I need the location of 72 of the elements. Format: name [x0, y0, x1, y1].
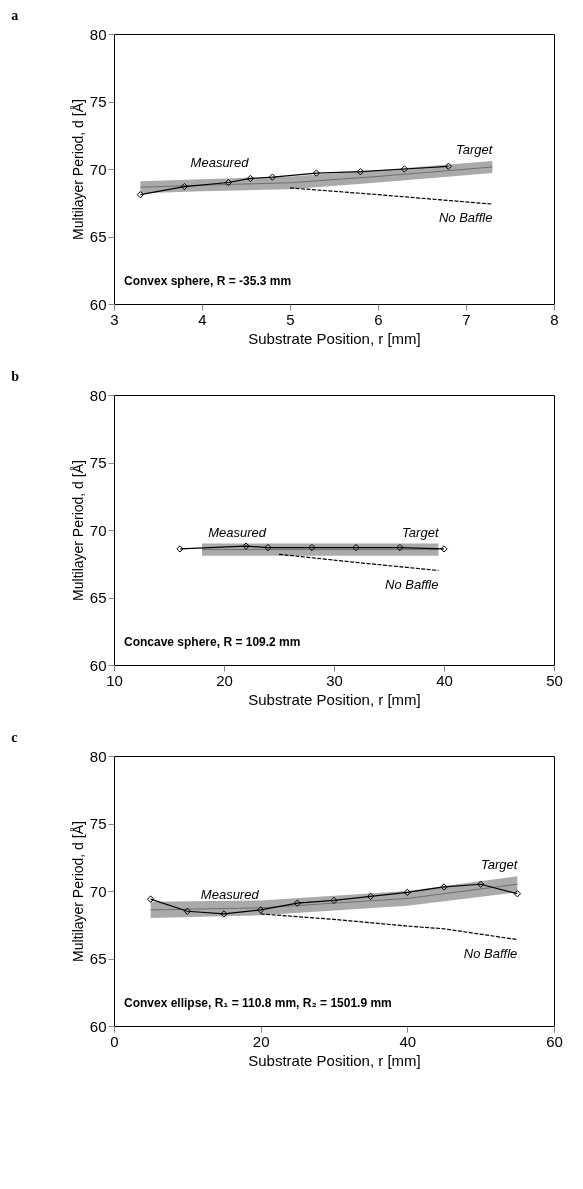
x-tick-label: 6	[374, 310, 383, 328]
x-axis-title: Substrate Position, r [mm]	[248, 329, 421, 347]
x-tick-label: 5	[286, 310, 295, 328]
series-label: Measured	[190, 155, 250, 171]
series-label: Target	[480, 857, 519, 873]
annotation: Convex ellipse, R₁ = 110.8 mm, R₂ = 1501.9 mm	[124, 996, 392, 1010]
point	[330, 896, 338, 905]
point	[367, 892, 375, 901]
y-tick-label: 75	[89, 454, 107, 471]
y-tick-label: 60	[89, 656, 107, 674]
x-tick-label: 40	[436, 671, 453, 689]
y-tick-label: 80	[89, 25, 107, 43]
x-tick-label: 20	[216, 671, 233, 689]
chart-title: c	[11, 730, 18, 745]
series-label: Target	[456, 141, 494, 157]
x-tick-label: 40	[399, 1032, 417, 1050]
y-tick-label: 70	[89, 882, 107, 900]
y-tick-label: 75	[89, 93, 107, 110]
point	[444, 162, 453, 170]
chart-title: a	[11, 8, 19, 23]
point	[220, 910, 228, 918]
y-axis-title: Multilayer Period, d [Å]	[69, 821, 86, 962]
y-tick-label: 60	[89, 1017, 107, 1035]
y-tick-label: 70	[89, 521, 107, 539]
series-label: No Baffle	[463, 945, 518, 961]
point	[312, 169, 321, 177]
y-tick-label: 75	[89, 815, 107, 832]
point	[513, 890, 521, 898]
point	[180, 182, 189, 191]
x-axis-title: Substrate Position, r [mm]	[248, 690, 421, 708]
x-tick-label: 4	[198, 310, 207, 328]
point	[224, 178, 233, 187]
y-tick-label: 70	[89, 160, 107, 178]
x-tick-label: 20	[252, 1032, 270, 1050]
line-series	[139, 166, 493, 188]
chart-title: b	[11, 369, 20, 384]
series-label: Target	[402, 524, 440, 540]
point	[477, 880, 485, 888]
point	[147, 895, 155, 903]
x-tick-label: 8	[550, 310, 559, 328]
x-tick-label: 7	[462, 310, 471, 328]
point	[440, 883, 448, 891]
x-tick-label: 60	[546, 1032, 563, 1050]
annotation: Concave sphere, R = 109.2 mm	[124, 635, 301, 649]
series-label: Measured	[208, 524, 267, 540]
point	[400, 165, 409, 173]
y-tick-label: 60	[89, 295, 107, 313]
y-tick-label: 65	[89, 950, 107, 967]
series-label: No Baffle	[385, 576, 439, 592]
series-label: Measured	[200, 886, 260, 902]
y-tick-label: 80	[89, 747, 107, 765]
point	[356, 168, 365, 176]
x-tick-label: 3	[110, 310, 119, 328]
x-tick-label: 10	[106, 671, 123, 689]
y-axis-title: Multilayer Period, d [Å]	[69, 460, 86, 601]
point	[183, 907, 191, 915]
y-axis-title: Multilayer Period, d [Å]	[69, 99, 86, 240]
point	[403, 888, 411, 897]
point	[257, 906, 265, 914]
point	[293, 899, 301, 907]
series-label: No Baffle	[438, 210, 493, 226]
y-tick-label: 65	[89, 228, 107, 245]
annotation: Convex sphere, R = -35.3 mm	[124, 274, 292, 288]
y-tick-label: 80	[89, 386, 107, 404]
x-tick-label: 50	[546, 671, 563, 689]
x-tick-label: 30	[326, 671, 343, 689]
y-tick-label: 65	[89, 589, 107, 606]
x-axis-title: Substrate Position, r [mm]	[248, 1051, 421, 1069]
point	[136, 190, 145, 199]
x-tick-label: 0	[110, 1032, 119, 1050]
point	[268, 173, 277, 181]
point	[246, 174, 255, 183]
